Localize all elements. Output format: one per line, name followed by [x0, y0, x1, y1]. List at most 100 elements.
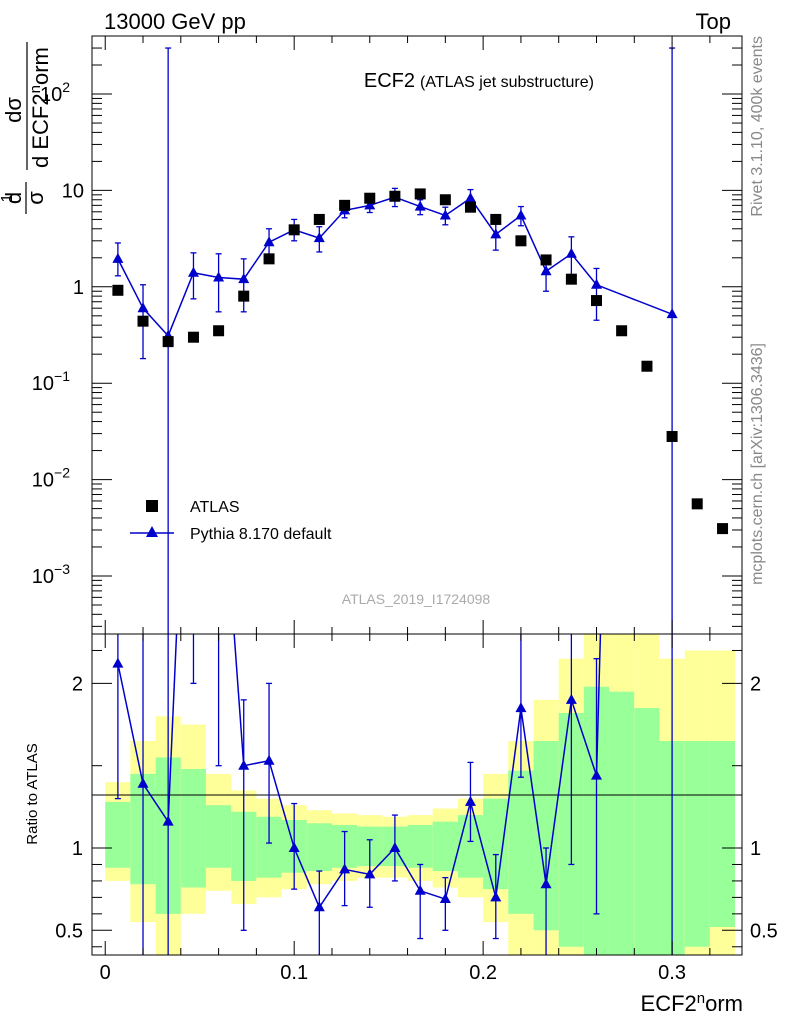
- analysis-watermark: ATLAS_2019_I1724098: [342, 591, 491, 607]
- atlas-point: [439, 194, 451, 206]
- ratio-axes: 0.5 0.5 1 1 2 2 0 0.1 0.2 0.3: [55, 634, 778, 984]
- main-y-tick-label: 10−1: [32, 368, 70, 395]
- atlas-point: [339, 199, 351, 211]
- ratio-clip-group: [112, 634, 673, 955]
- pythia-point: [112, 252, 124, 263]
- ratio-pythia-point: [364, 868, 376, 879]
- main-data-layer: [112, 47, 729, 634]
- inner-band-bin: [306, 823, 332, 872]
- main-y-tick-label: 102: [40, 79, 70, 106]
- ratio-pythia-point: [162, 815, 174, 826]
- y-label-one: 1: [0, 193, 16, 202]
- pythia-point: [187, 266, 199, 277]
- y-label-dsigma: dσ: [1, 97, 26, 123]
- ratio-y-tick-label-right: 2: [750, 673, 761, 695]
- pythia-line: [117, 196, 673, 338]
- ratio-pythia-point: [263, 754, 275, 765]
- legend-atlas-marker: [146, 500, 158, 512]
- pythia-point: [666, 308, 678, 319]
- ratio-pythia-point: [137, 777, 149, 788]
- pythia-point: [414, 200, 426, 211]
- atlas-point: [490, 213, 502, 225]
- atlas-point: [187, 331, 199, 343]
- ratio-y-tick-label: 1: [72, 838, 83, 860]
- ratio-x-tick-label: 0.3: [658, 962, 686, 984]
- ratio-pythia-point: [490, 891, 502, 902]
- atlas-point: [263, 253, 275, 265]
- ratio-pythia-point: [464, 795, 476, 806]
- inner-band-bin: [634, 708, 660, 955]
- inner-band-bin: [709, 741, 736, 928]
- atlas-point: [691, 498, 703, 510]
- ratio-x-tick-label: 0: [100, 962, 111, 984]
- pythia-point: [313, 232, 325, 243]
- pythia-point: [364, 199, 376, 210]
- pythia-point: [213, 271, 225, 282]
- y-label-d: d: [1, 192, 26, 204]
- atlas-point: [238, 290, 250, 302]
- atlas-point: [137, 315, 149, 327]
- pythia-point: [515, 209, 527, 220]
- pythia-point: [238, 273, 250, 284]
- main-y-label: d σ 1 dσ d ECF2norm: [0, 42, 53, 214]
- side-label-mcplots: mcplots.cern.ch [arXiv:1306.3436]: [749, 343, 766, 585]
- pythia-point: [137, 302, 149, 313]
- inner-band-bin: [205, 805, 232, 868]
- inner-band-bin: [609, 691, 635, 955]
- main-y-tick-label: 10−3: [32, 561, 70, 588]
- pythia-point: [540, 265, 552, 276]
- ratio-y-tick-label: 0.5: [55, 920, 83, 942]
- atlas-point: [540, 254, 552, 266]
- main-y-axis: 10−3 10−2 10−1 1 10 102: [32, 36, 742, 634]
- ratio-x-tick-label: 0.2: [469, 962, 497, 984]
- ratio-pythia-point: [288, 842, 300, 852]
- atlas-point: [364, 192, 376, 204]
- atlas-point: [414, 188, 426, 200]
- legend: ATLAS Pythia 8.170 default: [130, 499, 332, 543]
- pythia-point: [591, 278, 603, 289]
- inner-band-bin: [180, 768, 206, 888]
- ratio-pythia-point: [439, 893, 451, 904]
- ratio-pythia-point: [313, 901, 325, 912]
- atlas-point: [515, 235, 527, 247]
- inner-band-bin: [432, 821, 459, 872]
- main-y-tick-label: 10−2: [32, 465, 70, 492]
- atlas-point: [591, 295, 603, 307]
- atlas-point: [213, 325, 225, 337]
- ratio-pythia-point: [591, 769, 603, 780]
- ratio-pythia-point: [238, 759, 250, 770]
- atlas-point: [389, 190, 401, 202]
- atlas-point: [666, 430, 678, 442]
- atlas-point: [464, 201, 476, 213]
- ratio-pythia-point: [540, 878, 552, 889]
- atlas-point: [641, 360, 653, 372]
- ratio-pythia-point: [565, 693, 577, 704]
- pythia-point: [263, 236, 275, 247]
- main-panel: 10−3 10−2 10−1 1 10 102 ECF2 (ATLAS jet subst…: [32, 35, 743, 635]
- ratio-panel: 0.5 0.5 1 1 2 2 0 0.1 0.2 0.3 Ratio to ATLAS: [24, 633, 778, 984]
- pythia-point: [464, 192, 476, 203]
- legend-atlas-label: ATLAS: [190, 499, 240, 516]
- pythia-point: [490, 228, 502, 239]
- inner-band-bin: [407, 824, 433, 868]
- plot-subtitle: (ATLAS jet substructure): [420, 74, 594, 91]
- side-label-rivet: Rivet 3.1.10, 400k events: [749, 36, 766, 217]
- main-y-tick-label: 10: [62, 180, 84, 202]
- ratio-y-tick-label-right: 1: [750, 838, 761, 860]
- ratio-y-tick-label: 2: [72, 673, 83, 695]
- ratio-pythia-point: [112, 657, 124, 668]
- plot-title: ECF2: [364, 70, 415, 92]
- y-label-sigma: σ: [23, 191, 48, 205]
- ratio-pythia-point: [339, 863, 351, 874]
- legend-pythia-label: Pythia 8.170 default: [190, 526, 332, 543]
- atlas-point: [162, 336, 174, 348]
- main-y-tick-label: 1: [73, 277, 84, 299]
- ratio-y-label: Ratio to ATLAS: [24, 743, 41, 844]
- inner-band-bin: [684, 741, 710, 947]
- atlas-point: [288, 224, 300, 236]
- header-right: Top: [696, 9, 731, 34]
- pythia-point: [439, 209, 451, 220]
- ratio-data-layer: [112, 634, 673, 955]
- ratio-frame: [91, 633, 743, 956]
